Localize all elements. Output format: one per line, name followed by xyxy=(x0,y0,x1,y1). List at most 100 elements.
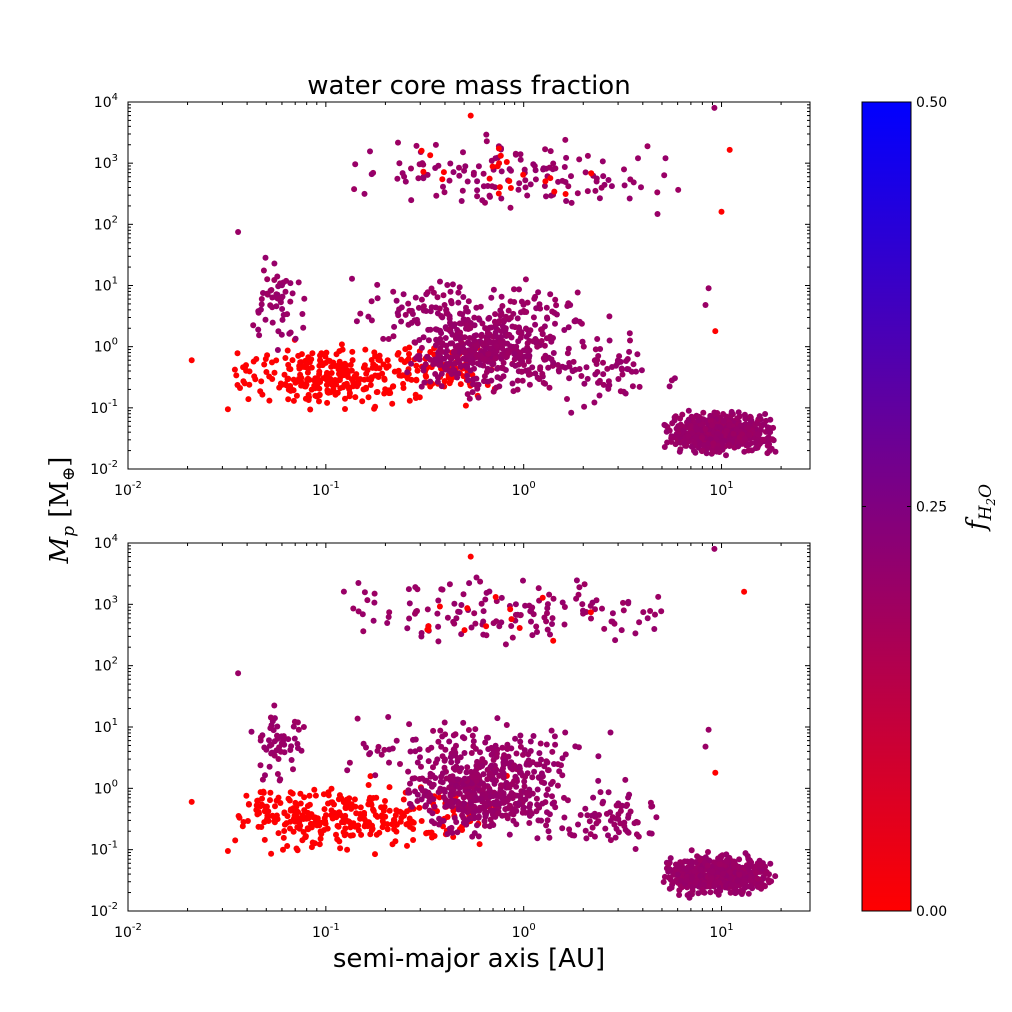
top-panel-points xyxy=(188,104,779,459)
data-point xyxy=(455,806,462,813)
data-point xyxy=(448,759,455,766)
data-point xyxy=(522,796,529,803)
data-point xyxy=(624,366,631,372)
data-point xyxy=(434,294,441,301)
data-point xyxy=(467,112,474,119)
data-point xyxy=(564,350,571,357)
data-point xyxy=(253,807,260,813)
data-point xyxy=(432,759,439,766)
data-point xyxy=(553,311,560,318)
data-point xyxy=(514,315,521,322)
data-point xyxy=(532,293,539,300)
data-point xyxy=(619,371,626,378)
data-point xyxy=(566,375,573,382)
data-point xyxy=(563,154,570,161)
data-point xyxy=(257,734,264,741)
data-point xyxy=(472,726,479,733)
data-point xyxy=(477,353,484,359)
data-point xyxy=(394,175,401,182)
data-point xyxy=(402,346,409,353)
data-point xyxy=(386,609,393,616)
data-point xyxy=(475,163,482,170)
data-point xyxy=(460,591,467,598)
data-point xyxy=(636,383,643,390)
data-point xyxy=(459,187,466,194)
data-point xyxy=(517,151,524,158)
y-tick-label: 100 xyxy=(94,337,118,356)
data-point xyxy=(245,801,252,808)
data-point xyxy=(438,330,445,337)
data-point xyxy=(509,380,516,387)
data-point xyxy=(297,359,304,366)
data-point xyxy=(484,734,490,741)
data-point xyxy=(491,780,498,787)
data-point xyxy=(518,298,525,305)
data-point xyxy=(270,727,277,734)
data-point xyxy=(452,360,459,367)
data-point xyxy=(443,310,450,317)
data-point xyxy=(745,442,752,448)
data-point xyxy=(462,349,469,356)
data-point xyxy=(503,722,510,728)
data-point xyxy=(756,413,763,420)
data-point xyxy=(416,394,423,401)
data-point xyxy=(466,335,473,341)
data-point xyxy=(528,810,535,817)
data-point xyxy=(734,888,741,895)
data-point xyxy=(293,392,300,399)
data-point xyxy=(473,382,480,388)
data-point xyxy=(632,630,639,637)
data-point xyxy=(547,291,554,298)
data-point xyxy=(451,323,458,329)
data-point xyxy=(703,450,710,457)
data-point xyxy=(566,360,573,366)
data-point xyxy=(363,370,370,377)
data-point xyxy=(516,625,523,631)
data-point xyxy=(718,208,725,215)
data-point xyxy=(381,376,388,383)
data-point xyxy=(461,167,468,174)
data-point xyxy=(474,758,481,765)
data-point xyxy=(644,143,651,150)
data-point xyxy=(460,149,466,156)
data-point xyxy=(649,803,656,810)
data-point xyxy=(286,797,293,804)
data-point xyxy=(261,361,268,368)
x-tick-label: 10-1 xyxy=(312,480,340,499)
data-point xyxy=(542,178,549,185)
data-point xyxy=(491,318,498,325)
data-point xyxy=(462,402,469,409)
data-point xyxy=(484,327,491,334)
data-point xyxy=(414,759,421,766)
data-point xyxy=(492,792,499,799)
data-point xyxy=(367,382,374,388)
data-point xyxy=(484,776,491,783)
data-point xyxy=(600,381,607,388)
data-point xyxy=(720,411,727,417)
data-point xyxy=(436,794,443,801)
data-point xyxy=(385,336,392,342)
data-point xyxy=(512,150,519,157)
data-point xyxy=(361,190,368,197)
data-point xyxy=(489,183,496,190)
data-point xyxy=(543,741,550,748)
data-point xyxy=(717,424,724,431)
data-point xyxy=(551,188,558,195)
data-point xyxy=(470,743,477,750)
data-point xyxy=(549,793,555,800)
data-point xyxy=(581,403,588,410)
data-point xyxy=(351,186,358,193)
data-point xyxy=(341,364,347,371)
data-point xyxy=(342,395,348,402)
data-point xyxy=(304,803,311,809)
data-point xyxy=(592,187,599,194)
data-point xyxy=(271,369,278,376)
data-point xyxy=(626,195,633,202)
data-point xyxy=(488,294,495,301)
data-point xyxy=(591,399,598,406)
data-point xyxy=(549,615,556,622)
data-point xyxy=(769,436,776,443)
data-point xyxy=(412,736,419,743)
data-point xyxy=(590,794,597,801)
